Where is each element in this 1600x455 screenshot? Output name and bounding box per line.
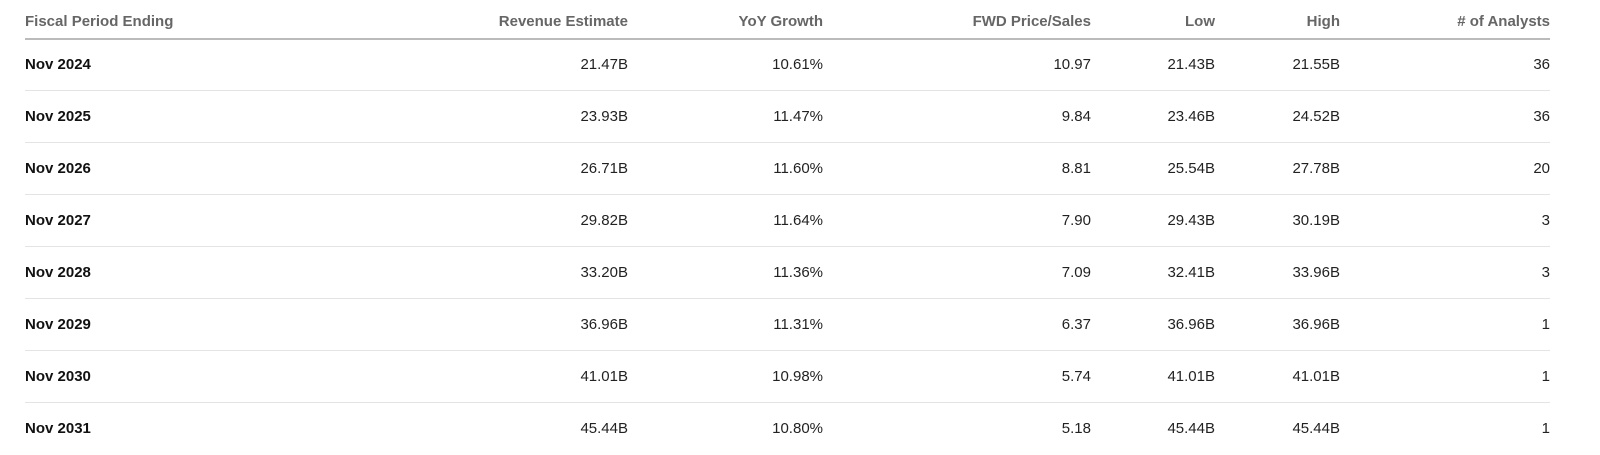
value-cell: 7.90 [1061,212,1091,229]
period-cell: Nov 2029 [25,316,91,333]
value-cell: 5.18 [1061,420,1091,437]
period-cell: Nov 2030 [25,368,91,385]
column-header: High [1306,13,1340,30]
value-cell: 36.96B [1167,316,1215,333]
row-divider [25,350,1550,351]
period-cell: Nov 2025 [25,108,91,125]
column-header: Revenue Estimate [498,13,628,30]
value-cell: 7.09 [1061,264,1091,281]
value-cell: 10.80% [772,420,823,437]
row-divider [25,402,1550,403]
row-divider [25,246,1550,247]
value-cell: 41.01B [1167,368,1215,385]
value-cell: 30.19B [1292,212,1340,229]
value-cell: 20 [1533,160,1550,177]
value-cell: 3 [1541,264,1550,281]
value-cell: 11.64% [773,212,823,229]
value-cell: 29.82B [580,212,628,229]
row-divider [25,298,1550,299]
value-cell: 6.37 [1061,316,1091,333]
row-divider [25,142,1550,143]
value-cell: 8.81 [1061,160,1091,177]
value-cell: 33.20B [580,264,628,281]
value-cell: 11.47% [773,108,823,125]
value-cell: 23.93B [580,108,628,125]
value-cell: 21.55B [1292,56,1340,73]
value-cell: 32.41B [1167,264,1215,281]
value-cell: 41.01B [1292,368,1340,385]
period-cell: Nov 2027 [25,212,91,229]
value-cell: 36.96B [580,316,628,333]
value-cell: 27.78B [1292,160,1340,177]
value-cell: 36 [1533,56,1550,73]
value-cell: 11.36% [773,264,823,281]
value-cell: 25.54B [1167,160,1215,177]
value-cell: 36.96B [1292,316,1340,333]
value-cell: 21.47B [580,56,628,73]
period-cell: Nov 2028 [25,264,91,281]
period-cell: Nov 2024 [25,56,91,73]
value-cell: 1 [1541,368,1550,385]
column-header: Fiscal Period Ending [25,13,174,30]
column-header: FWD Price/Sales [972,13,1091,30]
value-cell: 33.96B [1292,264,1340,281]
value-cell: 11.31% [773,316,823,333]
column-header: Low [1185,13,1215,30]
value-cell: 29.43B [1167,212,1215,229]
value-cell: 10.97 [1053,56,1091,73]
value-cell: 9.84 [1061,108,1091,125]
row-divider [25,38,1550,40]
column-header: # of Analysts [1457,13,1550,30]
value-cell: 3 [1541,212,1550,229]
period-cell: Nov 2031 [25,420,91,437]
value-cell: 45.44B [580,420,628,437]
value-cell: 21.43B [1167,56,1215,73]
row-divider [25,194,1550,195]
value-cell: 26.71B [580,160,628,177]
value-cell: 1 [1541,420,1550,437]
value-cell: 45.44B [1292,420,1340,437]
value-cell: 11.60% [773,160,823,177]
value-cell: 45.44B [1167,420,1215,437]
value-cell: 24.52B [1292,108,1340,125]
row-divider [25,90,1550,91]
value-cell: 41.01B [580,368,628,385]
value-cell: 10.98% [772,368,823,385]
value-cell: 10.61% [772,56,823,73]
period-cell: Nov 2026 [25,160,91,177]
value-cell: 5.74 [1061,368,1091,385]
value-cell: 36 [1533,108,1550,125]
value-cell: 1 [1541,316,1550,333]
value-cell: 23.46B [1167,108,1215,125]
column-header: YoY Growth [738,13,823,30]
